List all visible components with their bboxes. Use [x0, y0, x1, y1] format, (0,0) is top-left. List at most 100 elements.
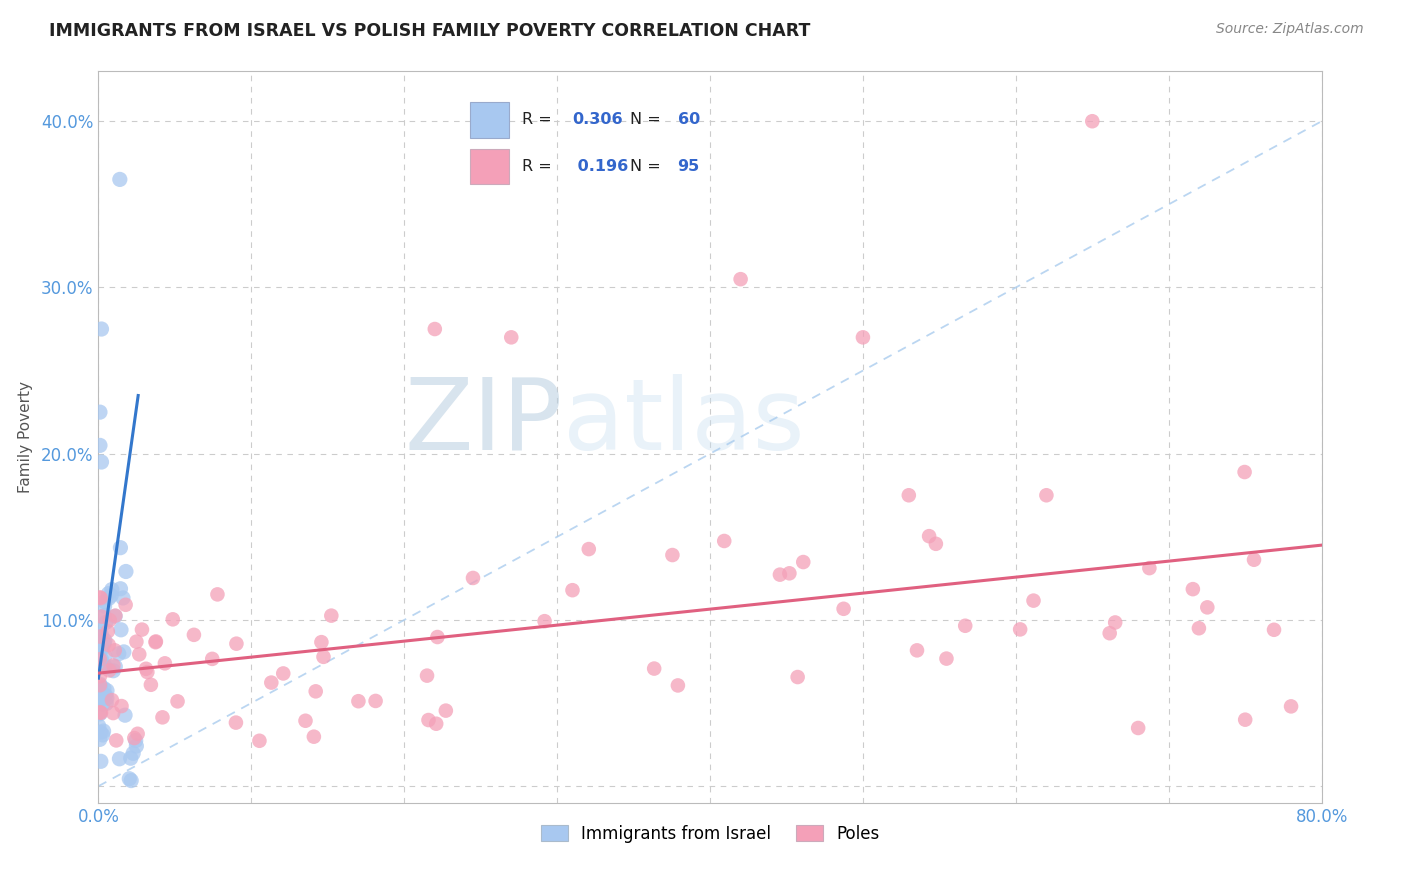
- Point: [108, 752, 131, 766]
- Point: [93, 599, 115, 613]
- Point: [90, 640, 112, 655]
- Text: ZIP: ZIP: [405, 374, 564, 471]
- Point: [108, 172, 131, 186]
- Text: IMMIGRANTS FROM ISRAEL VS POLISH FAMILY POVERTY CORRELATION CHART: IMMIGRANTS FROM ISRAEL VS POLISH FAMILY …: [49, 22, 811, 40]
- Point: [98, 613, 121, 627]
- Point: [90, 706, 112, 720]
- Point: [152, 710, 174, 724]
- Point: [153, 657, 176, 671]
- Point: [87, 719, 110, 733]
- Text: Source: ZipAtlas.com: Source: ZipAtlas.com: [1216, 22, 1364, 37]
- Point: [925, 537, 948, 551]
- Point: [110, 541, 132, 555]
- Point: [561, 583, 583, 598]
- Point: [96, 691, 118, 706]
- Point: [128, 648, 150, 662]
- Point: [139, 678, 162, 692]
- Point: [114, 708, 136, 723]
- Point: [423, 322, 446, 336]
- Point: [89, 438, 111, 452]
- Point: [104, 659, 127, 673]
- Point: [89, 621, 111, 635]
- Point: [90, 755, 112, 769]
- Point: [955, 619, 977, 633]
- Point: [125, 739, 148, 753]
- Point: [111, 591, 134, 605]
- Point: [90, 609, 112, 624]
- Point: [166, 694, 188, 708]
- Point: [90, 725, 112, 739]
- Point: [1137, 561, 1160, 575]
- Point: [93, 724, 115, 739]
- Point: [89, 677, 111, 691]
- Point: [94, 660, 117, 674]
- Point: [120, 773, 142, 788]
- Point: [434, 704, 457, 718]
- Point: [89, 678, 111, 692]
- Point: [104, 609, 127, 624]
- Point: [461, 571, 484, 585]
- Point: [100, 589, 122, 603]
- Point: [89, 706, 111, 721]
- Point: [120, 751, 142, 765]
- Point: [501, 330, 523, 344]
- Point: [101, 582, 124, 597]
- Point: [115, 565, 138, 579]
- Point: [89, 405, 111, 419]
- Point: [101, 693, 124, 707]
- Point: [89, 630, 111, 644]
- Point: [90, 322, 112, 336]
- Point: [91, 691, 114, 706]
- Point: [89, 692, 111, 706]
- Point: [105, 733, 128, 747]
- Point: [94, 688, 117, 702]
- Point: [271, 666, 294, 681]
- Point: [97, 638, 120, 652]
- Legend: Immigrants from Israel, Poles: Immigrants from Israel, Poles: [534, 818, 886, 849]
- Point: [90, 682, 112, 697]
- Point: [122, 747, 145, 761]
- Point: [145, 634, 167, 648]
- Point: [905, 643, 928, 657]
- Point: [110, 582, 132, 596]
- Point: [1181, 582, 1204, 596]
- Point: [666, 678, 689, 692]
- Point: [418, 713, 440, 727]
- Point: [713, 533, 735, 548]
- Point: [578, 542, 600, 557]
- Point: [1243, 553, 1265, 567]
- Point: [112, 645, 135, 659]
- Point: [94, 595, 117, 609]
- Point: [93, 681, 115, 696]
- Point: [89, 669, 111, 683]
- Point: [94, 615, 117, 630]
- Point: [897, 488, 920, 502]
- Point: [98, 664, 121, 678]
- Point: [416, 668, 439, 682]
- Point: [90, 642, 112, 657]
- Point: [183, 628, 205, 642]
- Point: [201, 652, 224, 666]
- Point: [1233, 465, 1256, 479]
- Point: [225, 715, 247, 730]
- Point: [1104, 615, 1126, 630]
- Point: [107, 647, 129, 661]
- Point: [91, 697, 114, 711]
- Point: [1188, 621, 1211, 635]
- Point: [125, 634, 148, 648]
- Point: [101, 706, 124, 720]
- Point: [104, 608, 127, 623]
- Point: [305, 684, 328, 698]
- Point: [89, 705, 111, 719]
- Point: [852, 330, 875, 344]
- Point: [91, 728, 114, 742]
- Point: [311, 635, 333, 649]
- Point: [94, 659, 117, 673]
- Point: [145, 635, 167, 649]
- Point: [533, 614, 555, 628]
- Point: [93, 608, 115, 623]
- Text: atlas: atlas: [564, 374, 804, 471]
- Point: [89, 591, 111, 605]
- Point: [127, 727, 149, 741]
- Point: [321, 608, 343, 623]
